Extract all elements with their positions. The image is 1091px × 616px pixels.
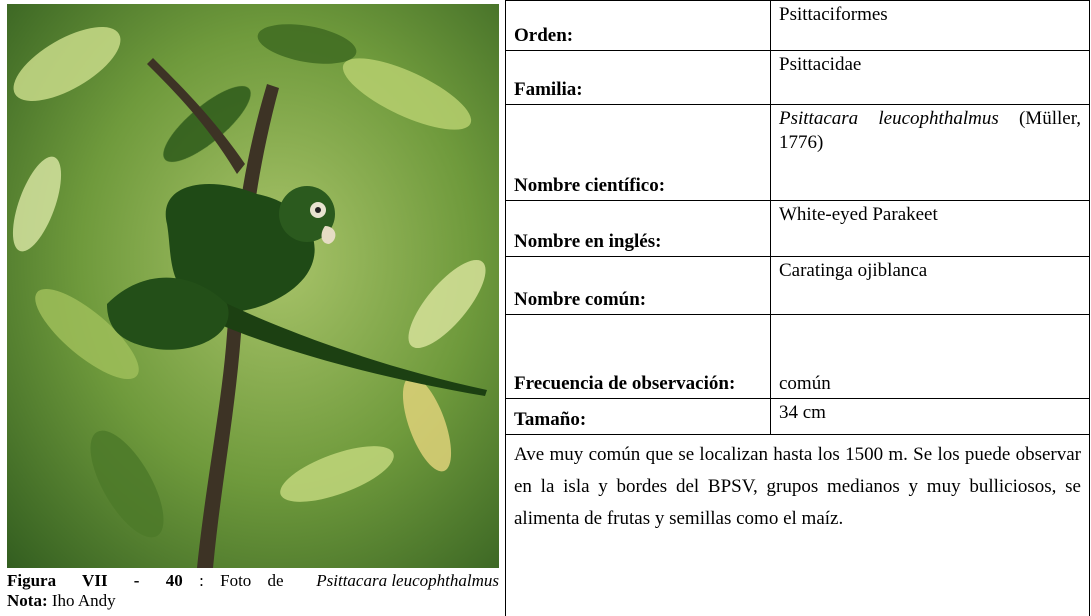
row-label: Nombre en inglés:: [506, 201, 770, 256]
row-value: 34 cm: [771, 399, 1089, 434]
row-value: Psittacara leucophthalmus (Müller, 1776): [771, 105, 1089, 200]
label-text: Familia:: [514, 79, 583, 100]
value-text: White-eyed Parakeet: [779, 204, 938, 225]
caption-text: : Foto de: [199, 571, 300, 590]
border: [770, 0, 771, 434]
row-label: Frecuencia de observación:: [506, 315, 770, 398]
value-text: 34 cm: [779, 402, 826, 423]
label-text: Orden:: [514, 25, 574, 46]
border: [505, 256, 1090, 257]
border: [505, 0, 506, 616]
label-text: Frecuencia de observación:: [514, 373, 736, 394]
note-text: Iho Andy: [51, 591, 116, 610]
note-label: Nota:: [7, 591, 48, 610]
description: Ave muy común que se localizan hasta los…: [514, 444, 1081, 529]
row-label: Familia:: [506, 51, 770, 104]
caption-label: Figura VII - 40: [7, 571, 183, 590]
border: [1089, 0, 1090, 616]
border: [505, 104, 1090, 105]
species-name: Psittacara leucophthalmus: [779, 108, 999, 129]
row-value: White-eyed Parakeet: [771, 201, 1089, 256]
label-text: Nombre común:: [514, 289, 647, 310]
scientific-name: Psittacara leucophthalmus (Müller, 1776): [779, 107, 1081, 155]
border: [505, 434, 1090, 435]
row-label: Nombre común:: [506, 257, 770, 314]
row-value: Caratinga ojiblanca: [771, 257, 1089, 314]
row-label: Tamaño:: [506, 399, 770, 434]
figure-caption: Figura VII - 40 : Foto de Psittacara leu…: [7, 571, 499, 611]
caption-species: Psittacara leucophthalmus: [316, 571, 499, 590]
label-text: Nombre científico:: [514, 175, 666, 196]
caption-line: Figura VII - 40 : Foto de Psittacara leu…: [7, 571, 499, 591]
note-line: Nota: Iho Andy: [7, 591, 499, 611]
row-value: Psittacidae: [771, 51, 1089, 104]
bird-photo: [7, 4, 499, 568]
value-text: Caratinga ojiblanca: [779, 260, 928, 281]
value-text: común: [779, 373, 831, 394]
label-text: Nombre en inglés:: [514, 231, 662, 252]
border: [505, 0, 1090, 1]
border: [505, 314, 1090, 315]
value-text: Psittacidae: [779, 54, 862, 75]
value-text: Psittaciformes: [779, 4, 888, 25]
row-value: Psittaciformes: [771, 1, 1089, 50]
row-value: común: [771, 315, 1089, 398]
row-label: Orden:: [506, 1, 770, 50]
border: [505, 200, 1090, 201]
border: [505, 398, 1090, 399]
species-author: (Müller, 1776): [779, 108, 1082, 153]
row-label: Nombre científico:: [506, 105, 770, 200]
border: [505, 50, 1090, 51]
label-text: Tamaño:: [514, 409, 587, 430]
